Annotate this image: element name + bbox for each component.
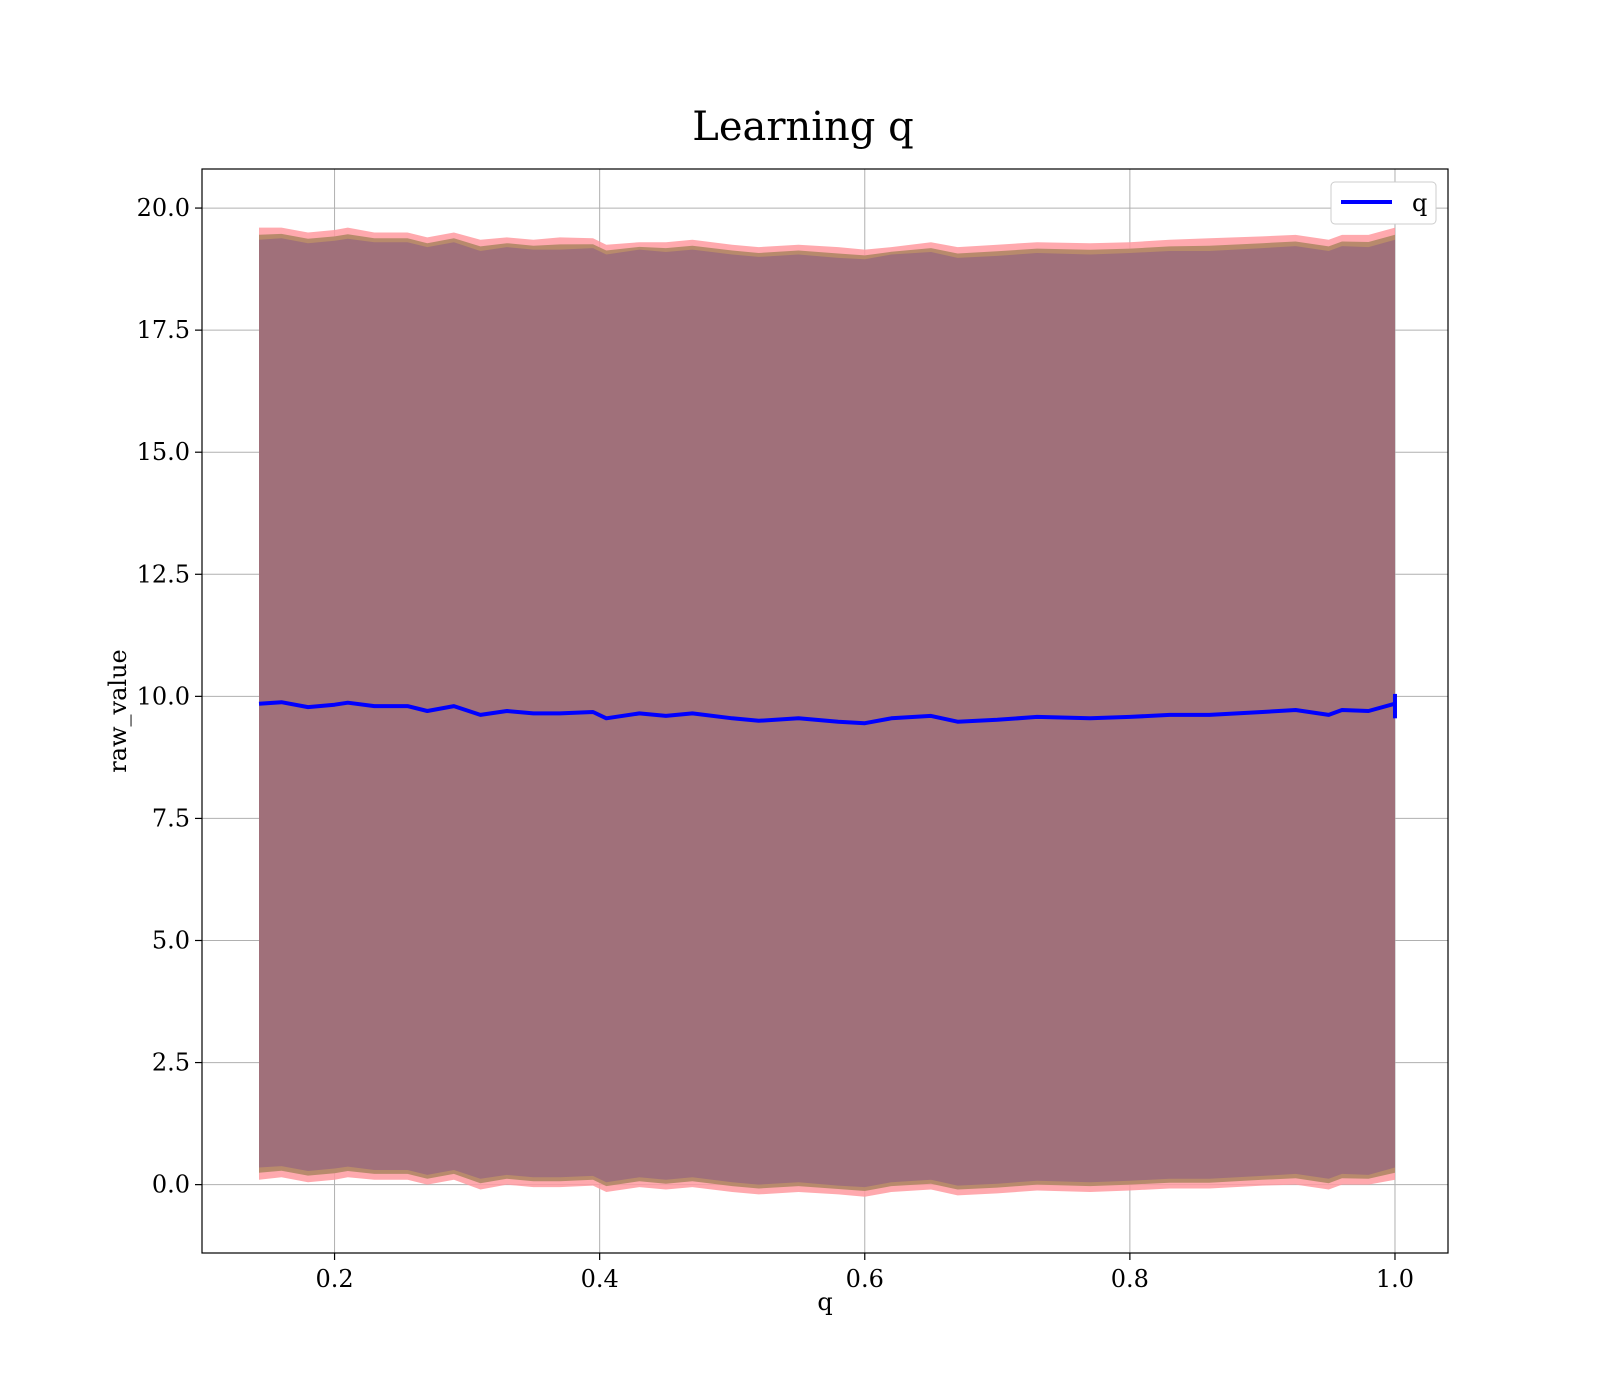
y-tick-label: 2.5 — [152, 1049, 190, 1077]
x-axis-label: q — [817, 1288, 832, 1316]
y-tick-label: 0.0 — [152, 1171, 190, 1199]
y-tick-label: 20.0 — [137, 194, 190, 222]
y-tick-label: 10.0 — [137, 682, 190, 710]
x-tick-label: 0.8 — [1111, 1265, 1149, 1293]
y-tick-label: 5.0 — [152, 926, 190, 954]
legend: q — [1330, 181, 1437, 225]
x-tick-label: 0.2 — [315, 1265, 353, 1293]
y-tick-label: 12.5 — [137, 560, 190, 588]
x-tick-label: 0.6 — [846, 1265, 884, 1293]
legend-label-q: q — [1412, 189, 1427, 217]
bands — [259, 227, 1395, 1197]
series-layer — [258, 693, 1397, 726]
chart-title: Learning q — [692, 104, 913, 150]
y-tick-label: 15.0 — [137, 438, 190, 466]
band-inner — [259, 238, 1395, 1188]
y-axis-label: raw_value — [104, 649, 132, 773]
x-axis-ticks: 0.2 0.4 0.6 0.8 1.0 — [315, 1253, 1414, 1293]
series-line-q — [258, 700, 1396, 726]
y-axis-ticks: 0.0 2.5 5.0 7.5 10.0 12.5 15.0 17.5 20.0 — [137, 194, 202, 1199]
y-tick-label: 17.5 — [137, 316, 190, 344]
y-tick-label: 7.5 — [152, 804, 190, 832]
x-tick-label: 0.4 — [581, 1265, 619, 1293]
plot-frame — [201, 168, 1449, 1254]
x-tick-label: 1.0 — [1376, 1265, 1414, 1293]
